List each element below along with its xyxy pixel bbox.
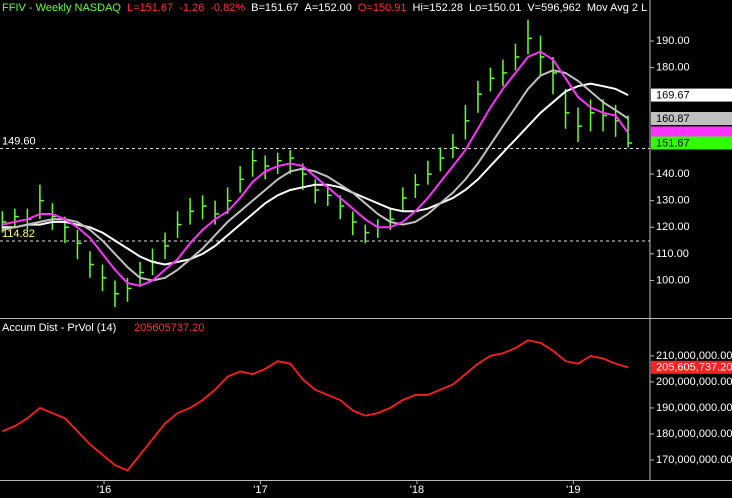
x-tick-label: '18 bbox=[410, 484, 424, 496]
header-item: Hi=152.28 bbox=[413, 2, 463, 14]
value-box bbox=[651, 136, 732, 150]
y-tick-label: 190.00 bbox=[656, 35, 690, 47]
reference-label: 114.82 bbox=[2, 228, 35, 240]
value-box bbox=[651, 111, 732, 125]
y-tick-label: 210,000,000.00 bbox=[656, 350, 732, 362]
value-box bbox=[651, 126, 732, 140]
header-item: Mov Avg 2 L bbox=[587, 2, 647, 14]
header-item: L=151.67 bbox=[127, 2, 173, 14]
y-tick-label: 100.00 bbox=[656, 274, 690, 286]
value-box bbox=[651, 360, 732, 374]
indicator-line bbox=[1, 339, 629, 472]
moving-average bbox=[2, 69, 629, 282]
x-tick-label: '19 bbox=[566, 484, 580, 496]
header-item: -0.82% bbox=[210, 2, 245, 14]
y-tick-label: 170,000,000.00 bbox=[656, 454, 732, 466]
value-box-label: 151.67 bbox=[656, 137, 690, 149]
y-tick-label: 130.00 bbox=[656, 195, 690, 207]
header-item: A=152.00 bbox=[305, 2, 352, 14]
moving-average bbox=[2, 82, 629, 266]
y-tick-label: 190,000,000.00 bbox=[656, 402, 732, 414]
value-box-label: 205,605,737.20 bbox=[656, 362, 732, 374]
reference-label: 149.60 bbox=[2, 135, 36, 147]
value-box-label: 160.87 bbox=[656, 113, 690, 125]
y-tick-label: 200,000,000.00 bbox=[656, 376, 732, 388]
value-box bbox=[651, 88, 732, 102]
header-item: -1.26 bbox=[179, 2, 204, 14]
y-tick-label: 120.00 bbox=[656, 221, 690, 233]
x-tick-label: '17 bbox=[253, 484, 267, 496]
y-tick-label: 180.00 bbox=[656, 61, 690, 73]
indicator-value: 205605737.20 bbox=[134, 322, 204, 334]
x-tick-label: '16 bbox=[97, 484, 111, 496]
moving-average bbox=[2, 50, 629, 287]
y-tick-label: 180,000,000.00 bbox=[656, 428, 732, 440]
indicator-title: Accum Dist - PrVol (14) bbox=[2, 322, 116, 334]
y-tick-label: 140.00 bbox=[656, 168, 690, 180]
y-tick-label: 110.00 bbox=[656, 248, 689, 260]
header-item: O=150.91 bbox=[358, 2, 407, 14]
header-item: Lo=150.01 bbox=[469, 2, 521, 14]
value-box-label: 169.67 bbox=[656, 89, 690, 101]
header-item: FFIV - Weekly NASDAQ bbox=[2, 2, 121, 14]
header-item: B=151.67 bbox=[251, 2, 298, 14]
header-item: V=596,962 bbox=[527, 2, 581, 14]
